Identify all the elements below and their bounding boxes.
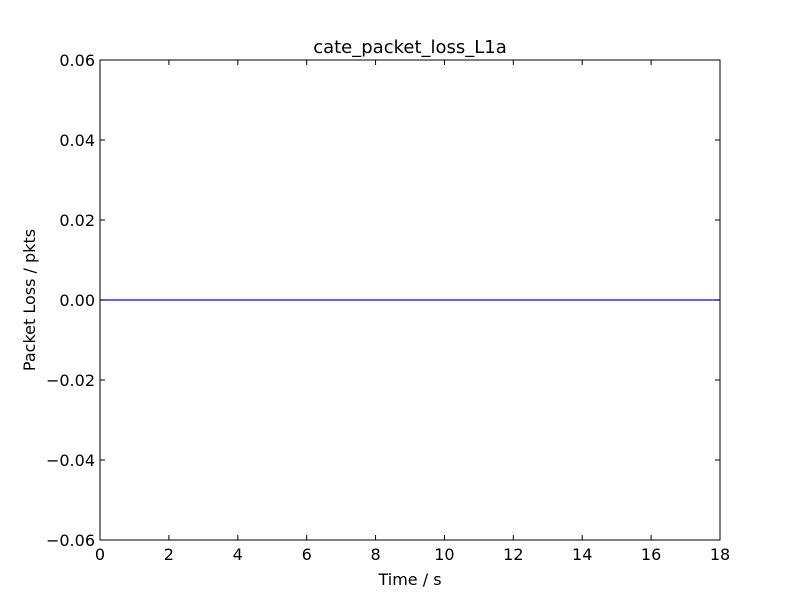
x-tick-label: 18 — [710, 545, 730, 564]
y-tick-label: −0.04 — [46, 451, 95, 470]
y-tick-label: 0.04 — [59, 131, 95, 150]
y-axis-label: Packet Loss / pkts — [20, 229, 39, 371]
y-axis: −0.06 −0.04 −0.02 0.00 0.02 0.04 0.06 — [46, 51, 721, 550]
x-axis: 0 2 4 6 8 10 12 14 16 18 — [95, 60, 730, 564]
x-tick-label: 16 — [641, 545, 661, 564]
y-tick-label: −0.06 — [46, 531, 95, 550]
chart-title: cate_packet_loss_L1a — [313, 37, 507, 58]
plot-frame — [99, 59, 721, 541]
x-tick-label: 14 — [572, 545, 592, 564]
x-tick-label: 6 — [302, 545, 312, 564]
x-tick-label: 0 — [95, 545, 105, 564]
x-tick-label: 4 — [233, 545, 243, 564]
x-tick-label: 8 — [370, 545, 380, 564]
y-tick-label: 0.02 — [59, 211, 95, 230]
y-tick-label: 0.00 — [59, 291, 95, 310]
x-axis-label: Time / s — [377, 570, 441, 589]
x-tick-label: 2 — [164, 545, 174, 564]
x-tick-label: 12 — [503, 545, 523, 564]
y-tick-label: −0.02 — [46, 371, 95, 390]
x-tick-label: 10 — [434, 545, 454, 564]
y-tick-label: 0.06 — [59, 51, 95, 70]
